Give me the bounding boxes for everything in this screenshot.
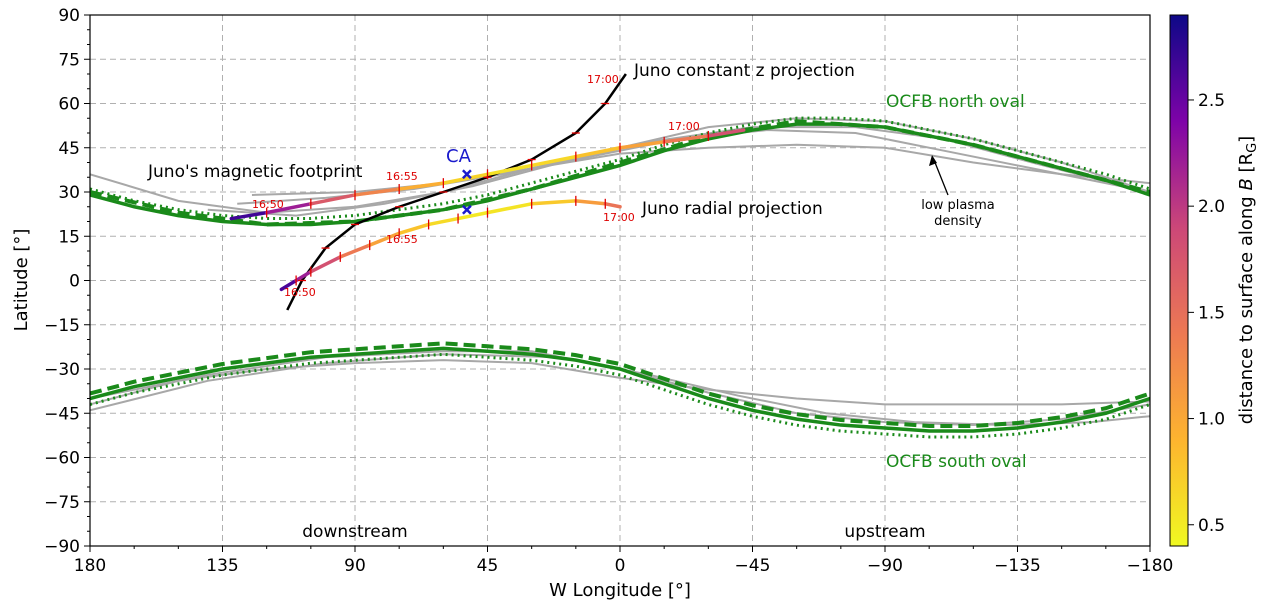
x-tick-label: −45 bbox=[735, 556, 771, 576]
x-tick-label: 135 bbox=[206, 556, 238, 576]
low-plasma-label-line1: low plasma bbox=[921, 198, 995, 213]
footprint-segment bbox=[574, 146, 622, 159]
y-tick-label: −30 bbox=[44, 360, 80, 380]
footprint-segment bbox=[706, 128, 746, 138]
footprint-label: Juno's magnetic footprint bbox=[147, 162, 363, 182]
colorbar: 0.5 1.0 1.5 2.0 2.5 distance to surface alon… bbox=[1169, 14, 1260, 547]
x-tick-label: 45 bbox=[477, 556, 499, 576]
low-plasma-arrow bbox=[929, 155, 949, 196]
y-tick-label: 0 bbox=[69, 272, 80, 292]
y-tick-label: −45 bbox=[44, 404, 80, 424]
time-label-z-1700: 17:00 bbox=[587, 73, 619, 86]
y-tick-label: 45 bbox=[58, 139, 80, 159]
radial-segment bbox=[456, 210, 490, 221]
time-label-radial-1650: 16:50 bbox=[284, 286, 316, 299]
y-tick-label: 90 bbox=[58, 6, 80, 26]
upstream-label: upstream bbox=[844, 522, 925, 542]
y-tick-label: 60 bbox=[58, 95, 80, 115]
ca-marker bbox=[462, 204, 472, 215]
ocfb-south-solid bbox=[90, 346, 1150, 433]
y-axis-label: Latitude [°] bbox=[11, 229, 32, 332]
footprint-segment bbox=[618, 140, 666, 150]
colorbar-tick-label: 0.5 bbox=[1198, 516, 1225, 536]
y-tick-label: −75 bbox=[44, 493, 80, 513]
colorbar-tick-label: 1.0 bbox=[1198, 410, 1225, 430]
ocfb-north-label: OCFB north oval bbox=[886, 92, 1025, 112]
x-tick-label: −90 bbox=[867, 556, 903, 576]
ca-label: CA bbox=[446, 146, 472, 167]
x-tick-label: −180 bbox=[1127, 556, 1174, 576]
y-tick-label: −15 bbox=[44, 316, 80, 336]
footprint-segment bbox=[353, 187, 401, 197]
downstream-label: downstream bbox=[302, 522, 407, 542]
radial-segment bbox=[367, 231, 401, 247]
y-tick-label: 15 bbox=[58, 227, 80, 247]
ocfb-north-dashed bbox=[90, 119, 1150, 227]
x-axis-label: W Longitude [°] bbox=[549, 580, 691, 601]
x-tick-label: 0 bbox=[615, 556, 626, 576]
ocfb-south-dotted bbox=[90, 352, 1150, 439]
y-tick-label: −90 bbox=[44, 537, 80, 557]
footprint-segment bbox=[229, 210, 269, 221]
axis-ticks: 180 135 90 45 0 −45 −90 −135 −180 90 75 60 45 30 15 0 −1… bbox=[44, 6, 1173, 576]
colorbar-gradient bbox=[1169, 14, 1189, 547]
radial-segment bbox=[338, 243, 372, 259]
colorbar-label: distance to surface along B [RG] bbox=[1236, 136, 1260, 424]
time-label-footprint-1650: 16:50 bbox=[252, 198, 284, 211]
radial-segment bbox=[574, 199, 608, 206]
time-label-footprint-1700: 17:00 bbox=[668, 120, 700, 133]
footprint-segment bbox=[662, 134, 711, 144]
x-tick-label: 90 bbox=[344, 556, 366, 576]
colorbar-tick-label: 2.5 bbox=[1198, 91, 1225, 111]
radial-segment bbox=[603, 202, 622, 209]
radial-segment bbox=[279, 278, 298, 292]
ca-marker bbox=[462, 169, 472, 180]
footprint-segment bbox=[529, 154, 578, 168]
radial-segment bbox=[397, 222, 431, 236]
time-label-footprint-1655: 16:55 bbox=[386, 170, 418, 183]
ocfb-south-dashed bbox=[90, 341, 1150, 428]
colorbar-tick-label: 2.0 bbox=[1198, 197, 1225, 217]
colorbar-ticks: 0.5 1.0 1.5 2.0 2.5 bbox=[1188, 91, 1225, 536]
x-tick-label: 180 bbox=[74, 556, 106, 576]
low-plasma-label-line2: density bbox=[934, 214, 982, 229]
radial-segment bbox=[485, 202, 534, 215]
x-tick-label: −135 bbox=[994, 556, 1041, 576]
radial-segment bbox=[294, 269, 313, 283]
series-layer bbox=[90, 73, 1150, 439]
y-tick-label: 75 bbox=[58, 50, 80, 70]
footprint-segment bbox=[264, 202, 313, 215]
y-tick-label: 30 bbox=[58, 183, 80, 203]
radial-projection-label: Juno radial projection bbox=[641, 199, 823, 219]
footprint-segment bbox=[441, 172, 490, 185]
ocfb-south-label: OCFB south oval bbox=[886, 452, 1027, 472]
colorbar-tick-label: 1.5 bbox=[1198, 303, 1225, 323]
radial-segment bbox=[426, 216, 460, 227]
y-tick-label: −60 bbox=[44, 449, 80, 469]
footprint-segment bbox=[485, 163, 534, 177]
footprint-segment bbox=[309, 193, 357, 206]
footprint-segment bbox=[397, 181, 446, 191]
time-label-radial-1700: 17:00 bbox=[603, 211, 635, 224]
time-label-radial-1655: 16:55 bbox=[386, 233, 418, 246]
radial-segment bbox=[529, 199, 578, 206]
radial-segment bbox=[309, 255, 343, 274]
z-projection-label: Juno constant z projection bbox=[633, 61, 855, 81]
